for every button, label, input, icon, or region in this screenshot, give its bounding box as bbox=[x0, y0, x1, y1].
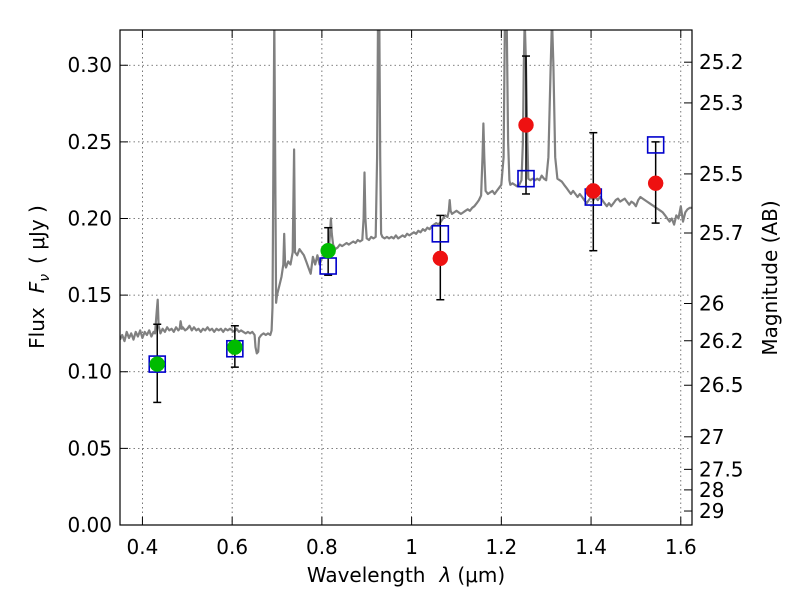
x-tick-label: 1.2 bbox=[485, 535, 517, 559]
green-data-point bbox=[320, 242, 336, 259]
y-tick-label: 0.15 bbox=[67, 283, 112, 307]
red-data-point bbox=[432, 250, 449, 267]
x-tick-label: 1 bbox=[405, 535, 418, 559]
y2-tick-label: 25.2 bbox=[699, 50, 744, 74]
y2-tick-label: 27.5 bbox=[699, 457, 744, 481]
red-data-point bbox=[585, 183, 602, 199]
tick-labels: 0.4 0.6 0.8 1 1.2 1.4 1.6 0.00 0.05 0.10 0.15 0.20 0… bbox=[67, 50, 743, 559]
y2-tick-label: 26 bbox=[699, 291, 724, 315]
x-tick-label: 0.4 bbox=[127, 535, 159, 559]
y2-tick-label: 25.3 bbox=[699, 91, 744, 115]
x-tick-label: 0.6 bbox=[216, 535, 248, 559]
y2-tick-label: 25.7 bbox=[699, 221, 744, 245]
y2-axis-label: Magnitude (AB) bbox=[758, 200, 782, 355]
y-tick-label: 0.00 bbox=[67, 513, 112, 537]
plot-frame bbox=[119, 29, 693, 526]
y2-tick-label: 29 bbox=[699, 499, 724, 523]
y2-tick-label: 26.2 bbox=[699, 329, 744, 353]
y2-tick-label: 28 bbox=[699, 478, 724, 502]
green-data-point bbox=[227, 339, 243, 355]
y-tick-label: 0.10 bbox=[67, 360, 112, 384]
y-axis-label: FluxFν( μJy ) bbox=[25, 205, 53, 349]
y-tick-label: 0.20 bbox=[67, 206, 112, 230]
y2-tick-label: 25.5 bbox=[699, 162, 744, 186]
x-tick-label: 1.6 bbox=[665, 535, 697, 559]
y-tick-label: 0.05 bbox=[67, 436, 112, 460]
grid bbox=[120, 30, 692, 526]
y2-tick-label: 27 bbox=[699, 425, 724, 449]
model-photometry-square bbox=[517, 169, 535, 188]
model-photometry-square bbox=[646, 136, 665, 154]
ticks bbox=[120, 30, 692, 526]
y-tick-label: 0.25 bbox=[67, 130, 112, 154]
markers bbox=[148, 117, 665, 373]
x-tick-label: 0.8 bbox=[306, 535, 338, 559]
y2-tick-label: 26.5 bbox=[699, 373, 744, 397]
model-photometry-square bbox=[431, 225, 450, 243]
x-tick-label: 1.4 bbox=[575, 535, 607, 559]
green-data-point bbox=[149, 356, 165, 372]
red-data-point bbox=[518, 117, 534, 133]
x-axis-label: Wavelength λ (μm) bbox=[307, 563, 505, 587]
red-data-point bbox=[647, 175, 664, 192]
y-tick-label: 0.30 bbox=[67, 53, 112, 77]
model-photometry-square bbox=[148, 355, 167, 373]
